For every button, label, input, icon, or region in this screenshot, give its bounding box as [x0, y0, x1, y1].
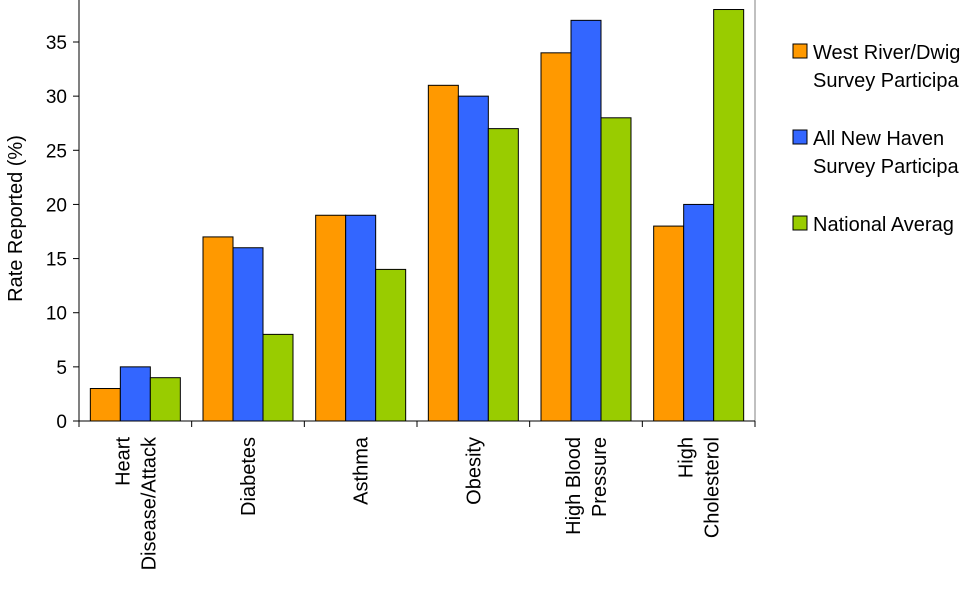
y-tick-label: 15: [46, 250, 67, 271]
bar-series-1-category-4: [570, 19, 602, 422]
y-tick-label: 20: [46, 195, 67, 216]
bar-series-0-category-3: [427, 84, 459, 422]
bar-series-2-category-3: [487, 128, 519, 422]
x-category-label: Obesity: [463, 437, 485, 505]
bar-series-1-category-3: [457, 95, 489, 422]
bar-series-1-category-2: [345, 214, 377, 422]
x-category-label: Disease/Attack: [138, 436, 160, 570]
legend-label: All New Haven: [813, 128, 944, 150]
x-category-label: Pressure: [589, 437, 611, 517]
bar-series-2-category-2: [375, 268, 407, 422]
legend-label: West River/Dwig: [813, 42, 960, 64]
y-tick-label: 0: [56, 412, 67, 433]
bar-series-2-category-1: [262, 333, 294, 422]
x-category-label: Heart: [112, 437, 134, 486]
legend-label: Survey Participa: [813, 70, 959, 92]
bar-series-2-category-5: [713, 9, 745, 422]
x-category-label: High Blood: [563, 437, 585, 535]
legend-label: Survey Participa: [813, 156, 959, 178]
x-category-label: Cholesterol: [702, 437, 724, 538]
y-axis-title: Rate Reported (%): [5, 135, 27, 302]
legend-swatch-1: [792, 129, 808, 145]
legend-swatch-0: [792, 43, 808, 59]
y-tick-label: 5: [56, 358, 67, 379]
bar-series-0-category-5: [653, 225, 685, 422]
legend-swatch-2: [792, 215, 808, 231]
bar-series-1-category-1: [232, 247, 264, 422]
x-category-label: Diabetes: [238, 437, 260, 516]
bar-series-1-category-5: [683, 203, 715, 422]
y-tick-label: 10: [46, 304, 67, 325]
bar-series-2-category-0: [149, 377, 181, 422]
x-category-label: Asthma: [351, 436, 373, 505]
bar-series-2-category-4: [600, 117, 632, 422]
x-category-label: High: [676, 437, 698, 478]
bar-series-0-category-0: [89, 388, 121, 422]
bar-series-0-category-2: [315, 214, 347, 422]
bar-series-0-category-1: [202, 236, 234, 422]
y-tick-label: 25: [46, 141, 67, 162]
y-tick-label: 35: [46, 33, 67, 54]
y-tick-label: 30: [46, 87, 67, 108]
bar-series-0-category-4: [540, 52, 572, 422]
bar-series-1-category-0: [119, 366, 151, 422]
legend-label: National Averag: [813, 214, 954, 236]
